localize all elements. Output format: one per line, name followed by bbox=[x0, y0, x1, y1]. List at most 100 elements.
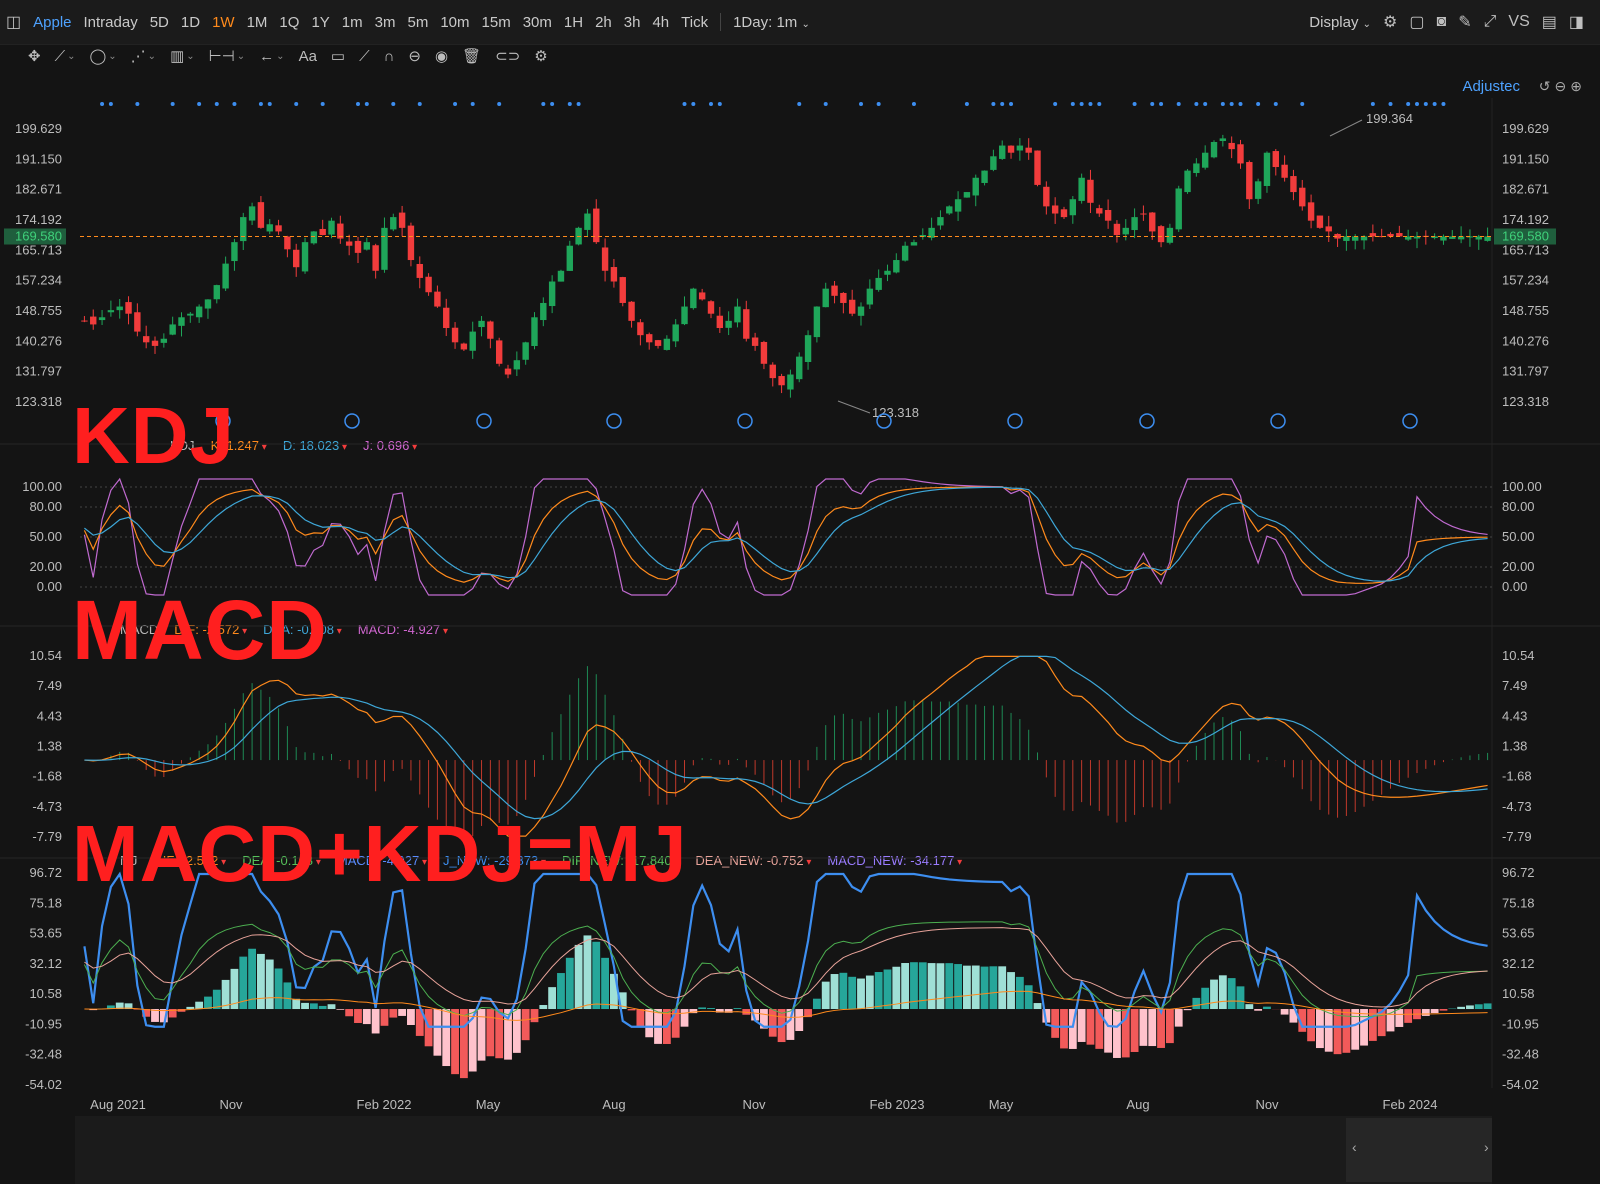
signal-dot bbox=[1159, 102, 1164, 106]
caret-icon[interactable]: ▾ bbox=[218, 857, 227, 868]
kdj-axis-left-label: 20.00 bbox=[29, 559, 62, 574]
period-tab-3m[interactable]: 3m bbox=[374, 13, 396, 31]
fib-tool-icon[interactable]: ▥ ⌄ bbox=[170, 48, 195, 65]
period-tab-1q[interactable]: 1Q bbox=[279, 13, 300, 31]
book-icon[interactable]: ▤ bbox=[1541, 14, 1557, 31]
mj-histogram-bar bbox=[980, 966, 989, 1010]
mj-histogram-bar bbox=[689, 1009, 698, 1014]
caret-icon[interactable]: ▾ bbox=[538, 857, 547, 868]
move-crosshair-icon[interactable]: ✥ bbox=[28, 48, 41, 65]
compare-vs-button[interactable]: VS bbox=[1508, 13, 1530, 30]
candle bbox=[495, 340, 503, 364]
trash-icon[interactable]: 🗑 bbox=[462, 48, 482, 65]
toolbar-settings-icon[interactable]: ⚙ bbox=[534, 48, 548, 65]
caret-icon[interactable]: ▾ bbox=[409, 442, 418, 453]
signal-dot bbox=[258, 102, 263, 106]
fullscreen-icon[interactable]: ⤢ bbox=[1483, 13, 1497, 30]
text-tool-icon[interactable]: Aa bbox=[298, 47, 317, 65]
candle bbox=[90, 316, 97, 325]
interval-select[interactable]: 1Day: 1m ⌄ bbox=[727, 14, 816, 31]
candle bbox=[1457, 236, 1465, 240]
period-tab-1m[interactable]: 1M bbox=[246, 13, 268, 31]
mj-histogram-bar bbox=[1245, 1004, 1254, 1010]
candle bbox=[1431, 236, 1438, 239]
circle-tool-icon[interactable]: ◯ ⌄ bbox=[89, 48, 117, 65]
arrow-tool-icon[interactable]: ← ⌄ bbox=[259, 47, 285, 65]
symbol-name[interactable]: Apple bbox=[33, 13, 72, 31]
signal-dot bbox=[576, 102, 581, 106]
mj-histogram-bar bbox=[1086, 1009, 1095, 1045]
candle bbox=[301, 242, 309, 272]
comment-tool-icon[interactable]: ▭ bbox=[330, 48, 346, 65]
period-tab-3h[interactable]: 3h bbox=[623, 13, 641, 31]
caret-icon[interactable]: ▾ bbox=[333, 626, 342, 637]
caret-icon[interactable]: ▾ bbox=[803, 857, 812, 868]
period-tab-tick[interactable]: Tick bbox=[681, 13, 709, 31]
mj-histogram-bar bbox=[1466, 1005, 1474, 1010]
camera-icon[interactable]: ◙ bbox=[1436, 13, 1447, 30]
caret-icon[interactable]: ▾ bbox=[419, 857, 428, 868]
signal-dot bbox=[1220, 102, 1225, 106]
period-tab-1m[interactable]: 1m bbox=[341, 13, 363, 31]
signal-dot bbox=[1132, 102, 1137, 106]
period-tab-4h[interactable]: 4h bbox=[652, 13, 670, 31]
period-tab-5m[interactable]: 5m bbox=[407, 13, 429, 31]
measure-tool-icon[interactable]: ⊢⊣ ⌄ bbox=[208, 48, 246, 65]
settings-gear-icon[interactable]: ⚙ bbox=[1383, 14, 1398, 31]
period-tab-1y[interactable]: 1Y bbox=[311, 13, 330, 31]
caret-icon[interactable]: ▾ bbox=[239, 626, 248, 637]
candle bbox=[1140, 213, 1147, 215]
candle bbox=[654, 340, 662, 346]
legend-value: 1.247 bbox=[226, 438, 260, 453]
candle bbox=[231, 242, 238, 262]
price-axis-left-label: 131.797 bbox=[15, 364, 62, 379]
caret-icon[interactable]: ▾ bbox=[313, 857, 321, 868]
mj-histogram-bar bbox=[645, 1009, 654, 1038]
signal-dot bbox=[1414, 102, 1419, 106]
legend-name[interactable]: KDJ bbox=[170, 438, 195, 453]
pencil-icon[interactable]: ✎ bbox=[1458, 14, 1472, 31]
lock-drawings-icon[interactable]: ⊖ bbox=[408, 48, 421, 65]
caret-icon[interactable]: ▾ bbox=[440, 626, 448, 637]
zoom-controls[interactable]: ↺⊖⊕ bbox=[1539, 78, 1586, 95]
period-tab-intraday[interactable]: Intraday bbox=[83, 13, 138, 31]
period-tab-5d[interactable]: 5D bbox=[149, 13, 169, 31]
mj-histogram-bar bbox=[760, 1009, 768, 1029]
reset-icon[interactable]: ↺ bbox=[1538, 78, 1555, 94]
panel-toggle-icon[interactable]: ◨ bbox=[1568, 14, 1584, 31]
magnet-icon[interactable]: ∩ bbox=[383, 47, 395, 65]
pattern-tool-icon[interactable]: ⋰ ⌄ bbox=[130, 48, 157, 65]
zoom-out-icon[interactable]: ⊖ bbox=[1554, 78, 1571, 94]
period-tab-1w[interactable]: 1W bbox=[212, 13, 235, 31]
caret-icon[interactable]: ▾ bbox=[954, 857, 963, 868]
chart-canvas[interactable]: 199.629 199.629 191.150 191.150 182.671 182.6… bbox=[0, 68, 1600, 1184]
legend-name[interactable]: MJ bbox=[120, 853, 138, 868]
period-tab-1d[interactable]: 1D bbox=[180, 13, 201, 31]
layout-icon[interactable]: ▢ bbox=[1409, 14, 1425, 31]
ruler-tool-icon[interactable]: ⟋ bbox=[359, 47, 370, 65]
period-tab-10m[interactable]: 10m bbox=[440, 13, 470, 31]
hide-drawings-icon[interactable]: ◉ bbox=[434, 48, 449, 65]
period-tab-1h[interactable]: 1H bbox=[563, 13, 584, 31]
mj-histogram-bar bbox=[936, 963, 945, 1010]
trendline-tool-icon[interactable]: ⟋ ⌄ bbox=[54, 47, 76, 65]
period-tab-2h[interactable]: 2h bbox=[595, 13, 612, 31]
candle bbox=[1290, 176, 1297, 193]
zoom-in-icon[interactable]: ⊕ bbox=[1570, 78, 1586, 94]
caret-icon[interactable]: ▾ bbox=[671, 857, 680, 868]
sidebar-toggle-icon[interactable]: ◫ bbox=[6, 14, 22, 31]
date-axis-label: May bbox=[989, 1097, 1014, 1112]
signal-dot bbox=[797, 102, 802, 106]
mj-histogram-bar bbox=[309, 1003, 318, 1010]
period-tab-15m[interactable]: 15m bbox=[481, 13, 511, 31]
candle bbox=[293, 249, 300, 268]
link-icon[interactable]: ⊂⊃ bbox=[495, 48, 521, 65]
legend-label: MACD_NEW: bbox=[827, 853, 911, 868]
adjusted-label[interactable]: Adjustec bbox=[1462, 78, 1520, 95]
period-tab-30m[interactable]: 30m bbox=[522, 13, 552, 31]
caret-icon[interactable]: ▾ bbox=[339, 442, 348, 453]
display-dropdown[interactable]: Display ⌄ bbox=[1309, 14, 1371, 31]
macd-axis-right-label: -7.79 bbox=[1502, 829, 1532, 844]
candle bbox=[1025, 147, 1032, 153]
caret-icon[interactable]: ▾ bbox=[259, 442, 267, 453]
